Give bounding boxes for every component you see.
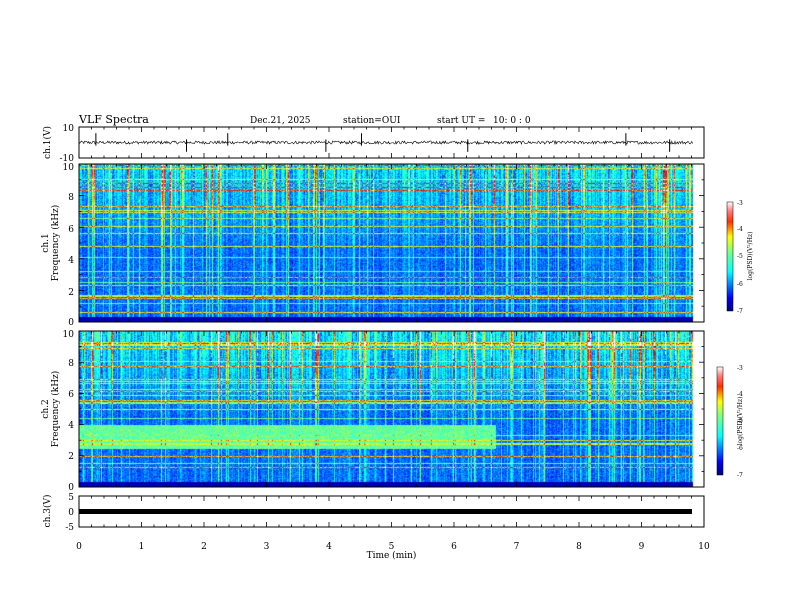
ch2-colorbar-gradient bbox=[716, 366, 724, 476]
ch2-cb-tick-m7: -7 bbox=[737, 472, 743, 479]
time-tick-0: 0 bbox=[76, 542, 82, 552]
time-tick-6: 6 bbox=[451, 542, 457, 552]
ch1-spikes bbox=[95, 133, 671, 152]
ch1-colorbar: -3 -4 -5 -6 -7 log(PSD)(V²/Hz) bbox=[726, 200, 754, 315]
time-tick-3: 3 bbox=[264, 542, 270, 552]
station-label: station=OUI bbox=[343, 116, 401, 126]
date-label: Dec.21, 2025 bbox=[250, 116, 311, 126]
time-axis-label: Time (min) bbox=[367, 550, 417, 561]
ch1-ftick-10: 10 bbox=[63, 163, 75, 173]
time-tick-9: 9 bbox=[639, 542, 645, 552]
ch1-ylabel: ch.1(V) bbox=[42, 126, 53, 159]
figure-title: VLF Spectra bbox=[78, 113, 149, 126]
ch2-ylabel-frequency: Frequency (kHz) bbox=[50, 371, 61, 448]
ch1-cb-tick-m6: -6 bbox=[737, 281, 743, 288]
ch3-waveform-panel: 5 0 -5 ch.3(V) bbox=[42, 493, 705, 533]
ch2-ftick-4: 4 bbox=[68, 421, 74, 431]
ch2-colorbar-label: log(PSD)(V²/Hz) bbox=[737, 397, 744, 446]
ch1-ftick-2: 2 bbox=[68, 288, 74, 298]
ch1-cb-tick-m5: -5 bbox=[737, 253, 743, 260]
ch2-ftick-10: 10 bbox=[63, 330, 75, 340]
ch2-ftick-0: 0 bbox=[68, 483, 74, 493]
ch2-spectrogram-panel: 0 2 4 6 8 10 ch.2 Frequency (kHz) bbox=[41, 330, 705, 493]
ch3-ytick-bottom: -5 bbox=[65, 523, 74, 533]
ch2-ftick-2: 2 bbox=[68, 452, 74, 462]
time-tick-7: 7 bbox=[514, 542, 520, 552]
axis-ticks bbox=[78, 127, 705, 527]
ch1-ftick-0: 0 bbox=[68, 318, 74, 328]
ch1-colorbar-label: log(PSD)(V²/Hz) bbox=[747, 232, 754, 281]
ch1-trace bbox=[78, 140, 693, 146]
time-axis: 0 1 2 3 4 5 6 7 8 9 10 Time (min) bbox=[76, 542, 710, 561]
ch3-ytick-mid: 0 bbox=[68, 508, 74, 518]
ch3-ylabel: ch.3(V) bbox=[42, 495, 53, 528]
ch1-colorbar-gradient bbox=[726, 201, 734, 312]
ch2-cb-tick-m4: -4 bbox=[737, 391, 743, 398]
ch2-ylabel-channel: ch.2 bbox=[41, 399, 51, 418]
ch1-waveform-panel: 10 -10 ch.1(V) bbox=[42, 124, 705, 164]
time-tick-8: 8 bbox=[576, 542, 582, 552]
ch2-cb-tick-m3: -3 bbox=[737, 365, 743, 372]
time-tick-10: 10 bbox=[698, 542, 710, 552]
ch2-cb-tick-m6: -6 bbox=[737, 445, 743, 452]
time-tick-4: 4 bbox=[326, 542, 332, 552]
ch1-spectrogram-canvas bbox=[79, 164, 704, 322]
ch2-colorbar: -3 -4 -5 -6 -7 log(PSD)(V²/Hz) bbox=[716, 365, 744, 479]
ch1-ftick-4: 4 bbox=[68, 256, 74, 266]
ch2-spectrogram-raster bbox=[79, 331, 704, 487]
ch1-frame bbox=[78, 126, 705, 159]
start-ut-label: start UT = bbox=[437, 116, 485, 126]
ch1-cb-tick-m7: -7 bbox=[737, 308, 743, 315]
ch1-ftick-6: 6 bbox=[68, 225, 74, 235]
time-tick-5: 5 bbox=[389, 542, 395, 552]
time-tick-1: 1 bbox=[139, 542, 145, 552]
ch1-ylabel-channel: ch.1 bbox=[41, 233, 51, 252]
ch1-cb-tick-m4: -4 bbox=[737, 226, 743, 233]
ch3-trace bbox=[79, 509, 692, 514]
ch1-spectrogram-panel: 0 2 4 6 8 10 ch.1 Frequency (kHz) bbox=[41, 163, 705, 328]
ch1-ylabel-frequency: Frequency (kHz) bbox=[50, 205, 61, 282]
start-ut-value: 10: 0 : 0 bbox=[493, 116, 531, 126]
ch2-ftick-8: 8 bbox=[68, 359, 74, 369]
time-tick-2: 2 bbox=[201, 542, 207, 552]
ch1-spectrogram-raster bbox=[79, 164, 704, 322]
ch3-ytick-top: 5 bbox=[68, 493, 74, 503]
ch2-ftick-6: 6 bbox=[68, 390, 74, 400]
ch1-ytick-bottom: -10 bbox=[60, 154, 75, 164]
ch2-cb-tick-m5: -5 bbox=[737, 418, 743, 425]
ch2-spectrogram-canvas bbox=[79, 331, 704, 487]
ch1-ftick-8: 8 bbox=[68, 193, 74, 203]
ch1-cb-tick-m3: -3 bbox=[737, 200, 743, 207]
ch1-ytick-top: 10 bbox=[63, 124, 75, 134]
